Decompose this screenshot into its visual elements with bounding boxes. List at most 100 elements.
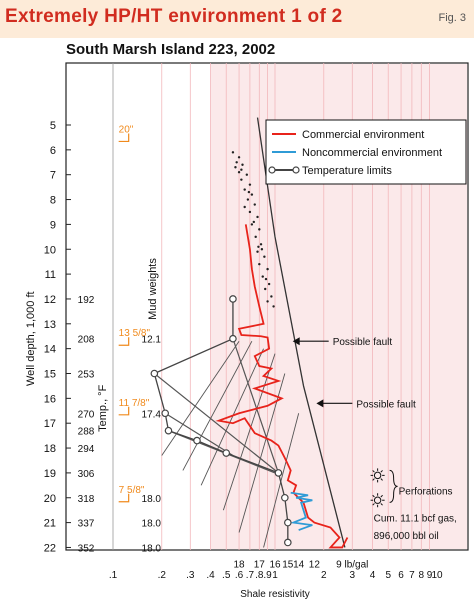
temperature-gradient-line — [164, 412, 234, 457]
resistivity-data-point — [248, 183, 252, 186]
mud-weight-value: 12.1 — [142, 335, 162, 346]
x-tick-label: 2 — [321, 570, 327, 581]
mud-weight-value: 18.0 — [142, 543, 162, 554]
y-tick-label: 20 — [44, 493, 56, 505]
perforations-label: Perforations — [399, 486, 453, 497]
x-tick-label: .4 — [206, 570, 215, 581]
resistivity-data-point — [245, 173, 249, 176]
resistivity-data-point — [257, 245, 260, 248]
legend-marker — [268, 166, 276, 174]
mud-weight-value: 17.4 — [142, 409, 162, 420]
resistivity-data-point — [235, 161, 238, 164]
casing-size-label: 11 7/8" — [119, 398, 150, 409]
y-tick-label: 14 — [44, 344, 56, 356]
resistivity-data-point — [246, 198, 250, 201]
resistivity-data-point — [258, 228, 261, 231]
chart-title: South Marsh Island 223, 2002 — [66, 41, 276, 58]
x-tick-label: 7 — [409, 570, 415, 581]
temperature-tick-label: 318 — [78, 494, 95, 505]
perforation-icon-ray — [380, 470, 383, 473]
y-tick-label: 9 — [50, 219, 56, 231]
y-tick-label: 10 — [44, 244, 56, 256]
resistivity-data-point — [234, 166, 237, 169]
legend-entry: Commercial environment — [302, 129, 424, 141]
legend-marker — [292, 166, 300, 174]
resistivity-data-point — [248, 210, 252, 214]
x-tick-label: 9 — [427, 570, 433, 581]
y-tick-label: 13 — [44, 319, 56, 331]
temperature-limit-marker — [193, 436, 201, 445]
x-tick-label: 6 — [398, 570, 404, 581]
temperature-tick-label: 294 — [78, 444, 95, 455]
resistivity-data-point — [270, 295, 273, 298]
x-tick-label: .7 — [246, 570, 255, 581]
resistivity-data-point — [240, 168, 243, 171]
y-tick-label: 21 — [44, 518, 56, 530]
resistivity-data-point — [253, 203, 256, 206]
fault-arrow-head — [292, 337, 300, 346]
mud-weight-iso-line — [263, 413, 300, 548]
resistivity-data-point — [237, 171, 241, 174]
resistivity-data-point — [241, 163, 244, 166]
x-tick-label: 4 — [370, 570, 376, 581]
temperature-tick-label: 337 — [78, 519, 95, 530]
y-tick-label: 15 — [44, 369, 56, 381]
mud-weight-iso-label: 18 — [233, 559, 245, 570]
resistivity-data-point — [260, 248, 264, 251]
resistivity-data-point — [264, 287, 267, 291]
temperature-tick-label: 352 — [78, 543, 95, 554]
y-tick-label: 5 — [50, 120, 56, 132]
resistivity-data-point — [254, 235, 257, 239]
x-tick-label: 3 — [350, 570, 356, 581]
legend-entry: Temperature limits — [302, 165, 392, 177]
perforation-icon-ray — [372, 494, 375, 498]
y-axis-label: Well depth, 1,000 ft — [25, 291, 37, 386]
mud-weight-iso-label: 16 — [269, 559, 281, 570]
temperature-limit-marker — [150, 369, 159, 378]
resistivity-data-point — [231, 151, 235, 154]
resistivity-data-point — [250, 193, 254, 196]
resistivity-data-point — [250, 223, 254, 226]
y-tick-label: 11 — [45, 269, 56, 281]
temperature-limit-marker — [222, 449, 231, 457]
temperature-limit-marker — [229, 295, 237, 303]
production-note: Cum. 11.1 bcf gas, — [374, 514, 457, 525]
resistivity-data-point — [252, 220, 256, 224]
x-tick-label: .6 — [235, 570, 244, 581]
mud-weights-label: Mud weights — [147, 258, 159, 320]
production-note: 896,000 bbl oil — [374, 531, 439, 542]
temperature-limit-marker — [284, 538, 292, 547]
resistivity-data-point — [272, 305, 275, 308]
temperature-limit-marker — [164, 426, 173, 435]
y-tick-label: 19 — [44, 468, 56, 480]
legend-entry: Noncommercial environment — [302, 147, 442, 159]
x-tick-label: 5 — [385, 570, 391, 581]
y-tick-label: 8 — [50, 195, 56, 207]
resistivity-data-point — [267, 282, 271, 286]
resistivity-data-point — [237, 156, 241, 159]
series-line-1 — [215, 224, 349, 549]
mud-weight-iso-line — [182, 340, 253, 471]
temperature-gradient-line — [153, 373, 279, 474]
perforation-icon-ray — [372, 478, 375, 481]
perforation-icon — [373, 471, 382, 480]
y-tick-label: 7 — [50, 170, 56, 182]
x-tick-label: 1 — [272, 570, 278, 581]
mud-weight-value: 18.0 — [142, 494, 162, 505]
y-tick-label: 17 — [44, 418, 56, 430]
temperature-tick-label: 192 — [78, 295, 95, 306]
x-axis-label: Shale resistivity — [240, 589, 309, 600]
y-tick-label: 18 — [44, 443, 56, 455]
temperature-tick-label: 253 — [78, 370, 95, 381]
resistivity-data-point — [258, 262, 261, 266]
y-tick-label: 12 — [44, 294, 56, 306]
perforation-icon-ray — [372, 503, 375, 506]
x-tick-label: 8 — [419, 570, 425, 581]
resistivity-data-point — [256, 215, 259, 219]
y-tick-label: 16 — [44, 393, 56, 405]
figure-title: Extremely HP/HT environment 1 of 2 — [5, 6, 343, 27]
temperature-tick-label: 208 — [78, 335, 95, 346]
perforation-icon — [373, 496, 382, 504]
mud-weight-iso-label: 17 — [254, 559, 266, 570]
